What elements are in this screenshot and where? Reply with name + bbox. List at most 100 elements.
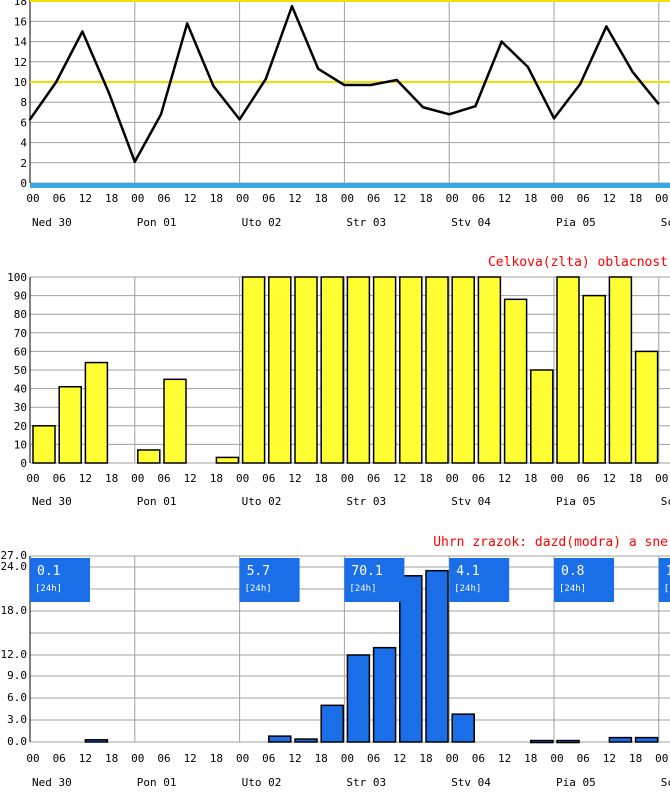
y-tick-label: 6.0 <box>7 691 27 704</box>
cloud-chart-title: Celkova(zlta) oblacnost <box>488 255 668 270</box>
x-hour-label: 12 <box>288 192 301 205</box>
cloud-bar <box>451 276 475 464</box>
x-hour-label: 18 <box>629 472 642 485</box>
cloud-bar <box>32 425 56 464</box>
y-tick-label: 100 <box>7 271 27 284</box>
x-day-label: Pon 01 <box>137 216 177 229</box>
x-hour-label: 18 <box>629 192 642 205</box>
x-hour-label: 12 <box>603 752 616 765</box>
x-hour-label: 18 <box>105 472 118 485</box>
daily-total-badge <box>449 558 510 602</box>
y-tick-label: 0 <box>20 457 27 470</box>
x-hour-label: 18 <box>629 752 642 765</box>
x-hour-label: 00 <box>236 752 249 765</box>
y-tick-label: 40 <box>14 383 27 396</box>
x-hour-label: 18 <box>210 192 223 205</box>
x-hour-label: 06 <box>577 192 590 205</box>
cloud-bar <box>425 276 449 464</box>
daily-total-period: [24h] <box>559 584 586 594</box>
x-hour-label: 06 <box>262 752 275 765</box>
cloud-bar <box>215 456 240 464</box>
temperature-point <box>186 22 189 25</box>
daily-total-period: [ <box>664 584 669 594</box>
x-hour-label: 06 <box>367 192 380 205</box>
x-hour-label: 06 <box>53 472 66 485</box>
cloud-bar <box>608 276 633 464</box>
cloud-cover-chart: 0 10 20 30 40 50 60 70 80 90 100 Celkova(zlta) obla… <box>7 255 670 508</box>
daily-total-period: [24h] <box>349 584 376 594</box>
x-day-label: Ned 30 <box>32 495 72 508</box>
x-hour-label: 18 <box>419 752 432 765</box>
daily-total-value: 0.1 <box>37 564 60 579</box>
y-tick-label: 20 <box>14 420 27 433</box>
x-day-label: Pia 05 <box>556 776 596 789</box>
cloud-bar <box>241 276 266 464</box>
x-day-label: Pon 01 <box>137 495 177 508</box>
cloud-bar <box>58 385 82 464</box>
x-hour-label: 00 <box>26 472 39 485</box>
cloud-bar <box>372 276 397 464</box>
x-hour-label: 12 <box>288 752 301 765</box>
y-tick-label: 9.0 <box>7 669 27 682</box>
x-hour-label: 12 <box>79 192 92 205</box>
temperature-point <box>55 80 58 84</box>
cloud-bar <box>582 294 606 464</box>
temperature-point <box>133 160 136 163</box>
precip-bar <box>451 713 475 743</box>
x-hour-label: 06 <box>472 472 485 485</box>
x-hour-label: 00 <box>236 472 249 485</box>
x-hour-label: 00 <box>655 192 668 205</box>
precip-bar <box>372 646 397 743</box>
temperature-point <box>290 5 294 8</box>
y-tick-label: 12 <box>14 56 27 69</box>
x-day-label: Stv 04 <box>451 495 491 508</box>
y-tick-label: 90 <box>14 290 27 303</box>
x-day-label: Pon 01 <box>137 776 177 789</box>
precip-bar <box>530 739 554 744</box>
x-hour-label: 06 <box>262 472 275 485</box>
x-hour-label: 18 <box>315 752 328 765</box>
temperature-point <box>369 83 372 87</box>
x-hour-label: 00 <box>131 192 144 205</box>
x-hour-label: 12 <box>603 192 616 205</box>
x-hour-label: 00 <box>26 752 39 765</box>
x-hour-label: 12 <box>498 192 511 205</box>
x-hour-label: 00 <box>131 472 144 485</box>
x-day-label: Pia 05 <box>556 495 596 508</box>
x-hour-label: 06 <box>262 192 275 205</box>
daily-total-badge <box>344 558 405 602</box>
x-hour-label: 06 <box>53 752 66 765</box>
x-day-label: Str 03 <box>346 776 386 789</box>
temperature-point <box>605 25 608 28</box>
x-hour-label: 18 <box>105 752 118 765</box>
cloud-bar <box>163 378 187 464</box>
y-tick-label: 14 <box>14 36 28 49</box>
temperature-point <box>579 82 582 86</box>
daily-total-badge <box>658 558 670 602</box>
temperature-chart: 0246810121416182000061218000612180006121… <box>14 0 670 229</box>
y-tick-label: 2 <box>20 157 27 170</box>
x-hour-label: 18 <box>524 472 537 485</box>
x-day-label: Pia 05 <box>556 216 596 229</box>
daily-total-value: 4.1 <box>456 564 479 579</box>
x-hour-label: 00 <box>550 192 563 205</box>
x-hour-label: 18 <box>524 752 537 765</box>
y-tick-label: 12.0 <box>1 648 28 661</box>
temperature-point <box>421 106 425 109</box>
x-hour-label: 00 <box>341 192 354 205</box>
x-day-label: Str 03 <box>346 495 386 508</box>
x-hour-label: 00 <box>446 472 459 485</box>
y-tick-label: 80 <box>14 308 27 321</box>
cloud-bar <box>294 276 318 464</box>
x-day-label: Ned 30 <box>32 216 72 229</box>
daily-total-period: [24h] <box>454 584 481 594</box>
x-hour-label: 06 <box>472 752 485 765</box>
y-tick-label: 0.0 <box>7 735 27 748</box>
precipitation-chart: 0.0 3.0 6.0 9.0 12.0 18.0 24.027.0 Uhrn zrazok:… <box>1 535 670 789</box>
y-tick-label: 18 <box>14 0 27 8</box>
x-hour-label: 18 <box>315 472 328 485</box>
x-hour-label: 00 <box>341 472 354 485</box>
y-tick-label: 50 <box>14 364 27 377</box>
x-hour-label: 12 <box>184 192 197 205</box>
